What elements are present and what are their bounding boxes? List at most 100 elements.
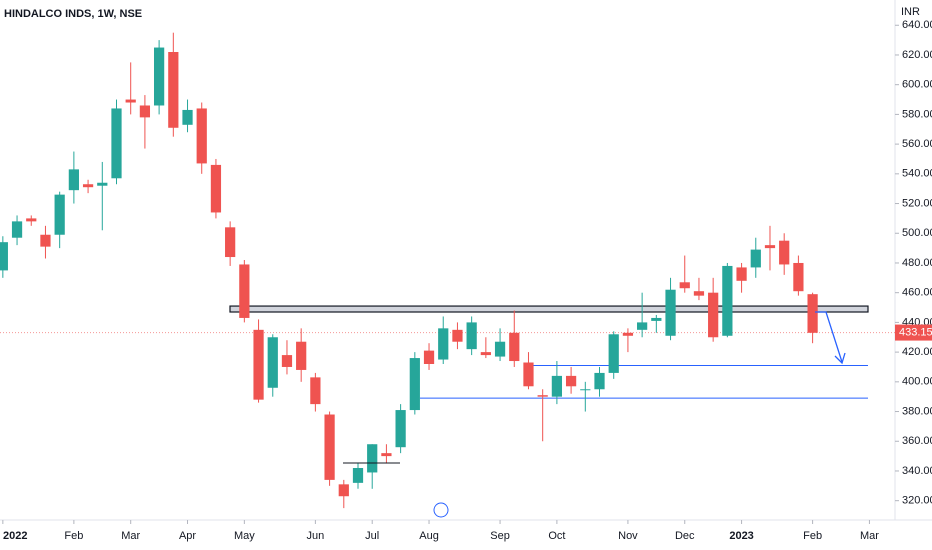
x-tick-label: Sep (490, 530, 510, 542)
candle-body (551, 375, 563, 397)
x-tick-label: Dec (675, 530, 695, 542)
candle-body (608, 334, 619, 373)
candle-body (708, 292, 719, 338)
candle-body (125, 99, 136, 103)
y-tick-label: 580.00 (902, 108, 932, 120)
last-price-tag (895, 324, 932, 341)
candle-body (68, 169, 79, 191)
candle-body (665, 289, 676, 336)
candle-body (168, 52, 179, 128)
candle-body (111, 108, 122, 179)
candle-body (0, 242, 8, 271)
candle-body (338, 484, 349, 497)
candle-body (480, 352, 491, 356)
candle-body (438, 328, 449, 360)
x-tick-label: Mar (860, 530, 879, 542)
y-tick-label: 620.00 (902, 49, 932, 61)
candle-body (97, 182, 108, 186)
candle-body (637, 322, 648, 330)
projection-arrow (815, 311, 843, 363)
y-tick-label: 400.00 (902, 376, 932, 388)
dividend-marker (433, 502, 449, 518)
candle-body (693, 291, 705, 296)
candle-body (594, 372, 605, 390)
dividend-circle (433, 502, 449, 518)
y-tick-label: 540.00 (902, 168, 932, 180)
x-tick-label: Apr (179, 530, 196, 542)
candle-body (196, 108, 207, 164)
candle-body (580, 389, 591, 391)
x-tick-label: Feb (64, 530, 83, 542)
candle-body (779, 240, 790, 265)
candle-body (622, 332, 634, 336)
candle-body (807, 294, 818, 333)
y-tick-label: 500.00 (902, 227, 932, 239)
x-tick-label: Mar (121, 530, 140, 542)
y-tick-label: 380.00 (902, 405, 932, 417)
candle-body (281, 355, 293, 367)
candle-body (153, 47, 165, 106)
candle-body (267, 337, 278, 388)
candle-body (210, 164, 222, 213)
candle-body (466, 322, 477, 350)
candle-body (722, 265, 733, 336)
candle-body (82, 184, 94, 188)
candle-body (764, 245, 776, 249)
candle-body (736, 267, 747, 281)
candle-body (381, 453, 392, 457)
candle-body (494, 341, 506, 357)
x-tick-label: Feb (803, 530, 822, 542)
y-tick-label: 640.00 (902, 19, 932, 31)
y-tick-label: 360.00 (902, 435, 932, 447)
candle-body (523, 362, 534, 387)
candles (0, 32, 818, 509)
candle-body (182, 109, 193, 125)
x-tick-label: Jun (307, 530, 325, 542)
candle-body (509, 332, 520, 362)
x-tick-label: Oct (548, 530, 565, 542)
candle-body (253, 329, 264, 400)
candle-body (423, 350, 435, 364)
candle-body (296, 341, 307, 370)
candle-body (352, 468, 364, 483)
currency-label: INR (901, 6, 920, 18)
y-tick-label: 520.00 (902, 197, 932, 209)
candle-body (367, 444, 378, 473)
candle-body (324, 414, 335, 480)
candle-body (395, 410, 406, 448)
last-price-label: 433.15 (899, 326, 932, 338)
candle-body (452, 329, 463, 342)
candle-body (26, 218, 37, 222)
candle-body (651, 317, 662, 321)
y-tick-label: 340.00 (902, 465, 932, 477)
candle-body (679, 282, 690, 289)
candle-body (565, 375, 577, 387)
y-tick-label: 600.00 (902, 79, 932, 91)
arrow-head (834, 352, 846, 365)
x-tick-label: 2022 (3, 530, 27, 542)
y-tick-label: 320.00 (902, 495, 932, 507)
x-tick-label: Aug (419, 530, 439, 542)
y-tick-label: 480.00 (902, 257, 932, 269)
y-tick-label: 560.00 (902, 138, 932, 150)
y-tick-label: 420.00 (902, 346, 932, 358)
resistance-zone (229, 305, 869, 313)
chart-title: HINDALCO INDS, 1W, NSE (4, 8, 142, 20)
candle-body (225, 227, 236, 258)
candle-body (310, 377, 321, 405)
candle-body (409, 358, 420, 411)
candle-body (793, 262, 804, 292)
x-tick-label: Nov (618, 530, 638, 542)
x-tick-label: May (234, 530, 255, 542)
y-tick-label: 460.00 (902, 287, 932, 299)
candle-body (54, 194, 65, 235)
candle-body (239, 264, 250, 318)
candle-body (139, 105, 151, 118)
candle-body (40, 234, 51, 247)
candle-body (750, 249, 761, 268)
x-tick-label: 2023 (729, 530, 753, 542)
candle-body (537, 395, 548, 397)
x-tick-label: Jul (365, 530, 379, 542)
